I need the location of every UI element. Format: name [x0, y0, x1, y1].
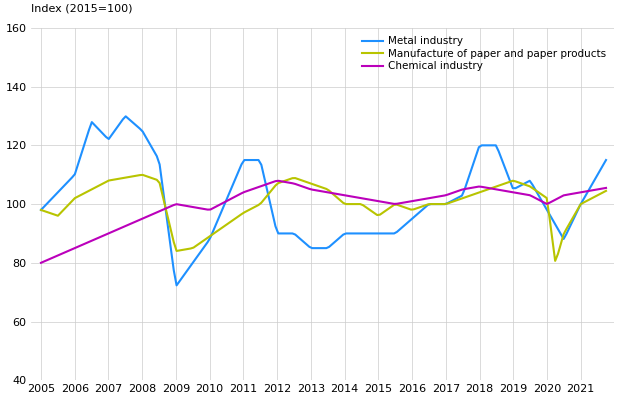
- Metal industry: [40, 204, 48, 209]
- Chemical industry: [40, 259, 48, 264]
- Metal industry: [249, 158, 257, 162]
- Line: Manufacture of paper and paper products: Manufacture of paper and paper products: [41, 175, 606, 261]
- Chemical industry: [244, 188, 251, 193]
- Chemical industry: [277, 179, 285, 184]
- Metal industry: [602, 158, 609, 162]
- Manufacture of paper and paper products: [37, 208, 45, 212]
- Metal industry: [173, 283, 180, 288]
- Chemical industry: [37, 260, 45, 265]
- Manufacture of paper and paper products: [277, 180, 285, 184]
- Text: Index (2015=100): Index (2015=100): [31, 4, 132, 14]
- Manufacture of paper and paper products: [602, 188, 609, 193]
- Metal industry: [348, 231, 355, 236]
- Manufacture of paper and paper products: [246, 207, 254, 212]
- Line: Chemical industry: Chemical industry: [41, 181, 606, 263]
- Chemical industry: [602, 186, 609, 190]
- Manufacture of paper and paper products: [345, 202, 353, 206]
- Line: Metal industry: Metal industry: [41, 116, 606, 285]
- Chemical industry: [88, 238, 95, 243]
- Manufacture of paper and paper products: [88, 187, 95, 192]
- Chemical industry: [275, 178, 282, 183]
- Manufacture of paper and paper products: [139, 172, 146, 177]
- Chemical industry: [345, 194, 353, 198]
- Metal industry: [280, 231, 288, 236]
- Chemical industry: [557, 194, 565, 199]
- Manufacture of paper and paper products: [560, 232, 567, 236]
- Legend: Metal industry, Manufacture of paper and paper products, Chemical industry: Metal industry, Manufacture of paper and…: [359, 33, 609, 74]
- Manufacture of paper and paper products: [40, 208, 48, 213]
- Metal industry: [37, 208, 45, 212]
- Metal industry: [122, 114, 130, 119]
- Metal industry: [88, 120, 95, 124]
- Metal industry: [560, 236, 567, 241]
- Manufacture of paper and paper products: [551, 258, 559, 263]
